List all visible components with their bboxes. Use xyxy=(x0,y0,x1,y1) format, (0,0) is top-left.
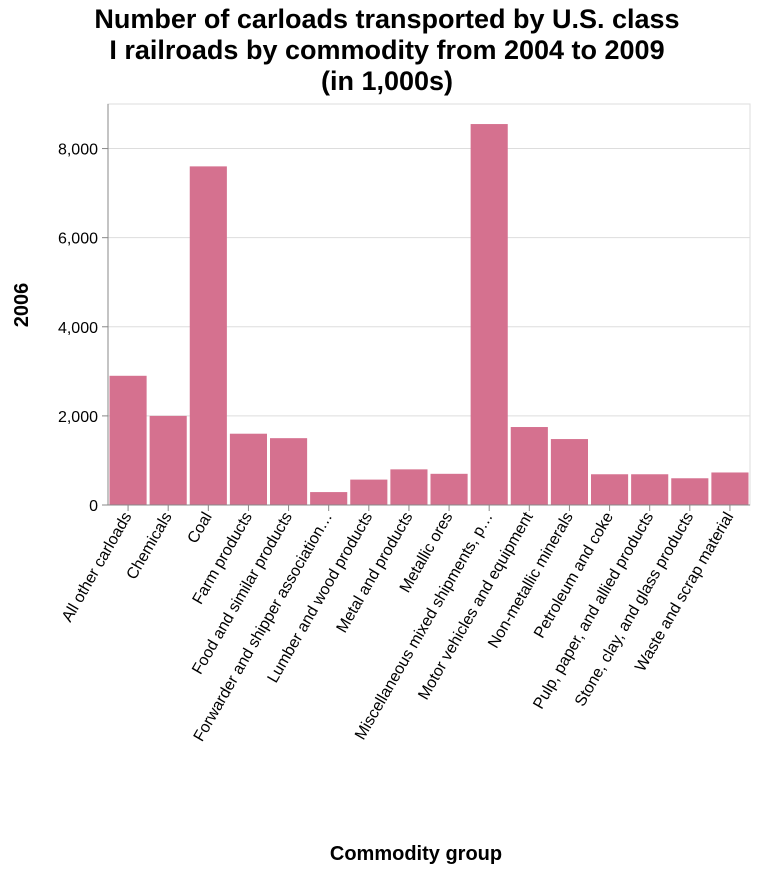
bar xyxy=(390,469,428,505)
chart-title: Number of carloads transported by U.S. c… xyxy=(0,4,774,97)
bars xyxy=(109,124,749,506)
y-tick-label: 8,000 xyxy=(58,142,98,159)
y-axis-title: 2006 xyxy=(11,283,33,328)
y-tick-label: 0 xyxy=(89,498,98,515)
bar xyxy=(149,415,187,505)
y-tick-label: 4,000 xyxy=(58,320,98,337)
y-tick-label: 6,000 xyxy=(58,231,98,248)
bar xyxy=(510,427,548,505)
x-tick-label: Metal and products xyxy=(334,510,417,636)
x-tick-label: All other carloads xyxy=(59,510,136,626)
chart-title-line-1: Number of carloads transported by U.S. c… xyxy=(94,4,680,34)
bar xyxy=(631,474,669,505)
x-axis-title: Commodity group xyxy=(330,843,502,865)
chart-title-line-2: I railroads by commodity from 2004 to 20… xyxy=(109,35,665,65)
bar xyxy=(229,433,267,505)
chart-title-line-3: (in 1,000s) xyxy=(320,66,454,96)
bar xyxy=(430,473,468,505)
bar xyxy=(270,438,308,505)
bar xyxy=(109,375,147,505)
bar xyxy=(350,479,388,505)
bar xyxy=(591,474,629,505)
x-tick-label: Coal xyxy=(185,510,216,547)
bar xyxy=(310,492,348,505)
bar xyxy=(671,478,709,505)
bar xyxy=(189,166,227,505)
bar xyxy=(550,439,588,505)
bar xyxy=(470,124,508,506)
y-tick-label: 2,000 xyxy=(58,409,98,426)
bar xyxy=(711,472,749,505)
